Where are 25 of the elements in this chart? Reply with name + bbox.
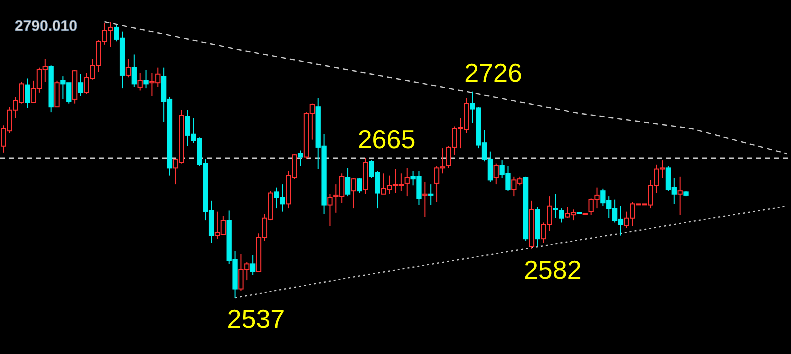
candlestick [250,254,256,276]
candlestick [404,168,410,198]
annotation: 2665 [358,124,416,154]
candlestick [144,70,149,90]
candlestick [428,184,434,206]
annotation: 2790.010 [15,18,78,35]
candlestick [357,178,362,194]
annotation: 2537 [227,304,286,334]
candlestick [422,182,428,218]
candlestick [345,168,351,198]
candlestick [328,194,333,227]
candlestick [559,208,564,224]
annotation: 2726 [464,58,522,88]
candlestick [126,58,132,78]
annotation: 2582 [524,254,582,285]
candlestick [494,163,499,186]
candlestick [298,150,304,167]
candlestick [78,74,84,97]
candlestick [351,178,357,210]
candlestick [54,80,60,108]
candlestick [678,176,683,216]
candlestick [132,54,137,88]
candlestick [553,194,558,219]
candlestick [25,78,30,109]
candlestick [138,72,143,92]
